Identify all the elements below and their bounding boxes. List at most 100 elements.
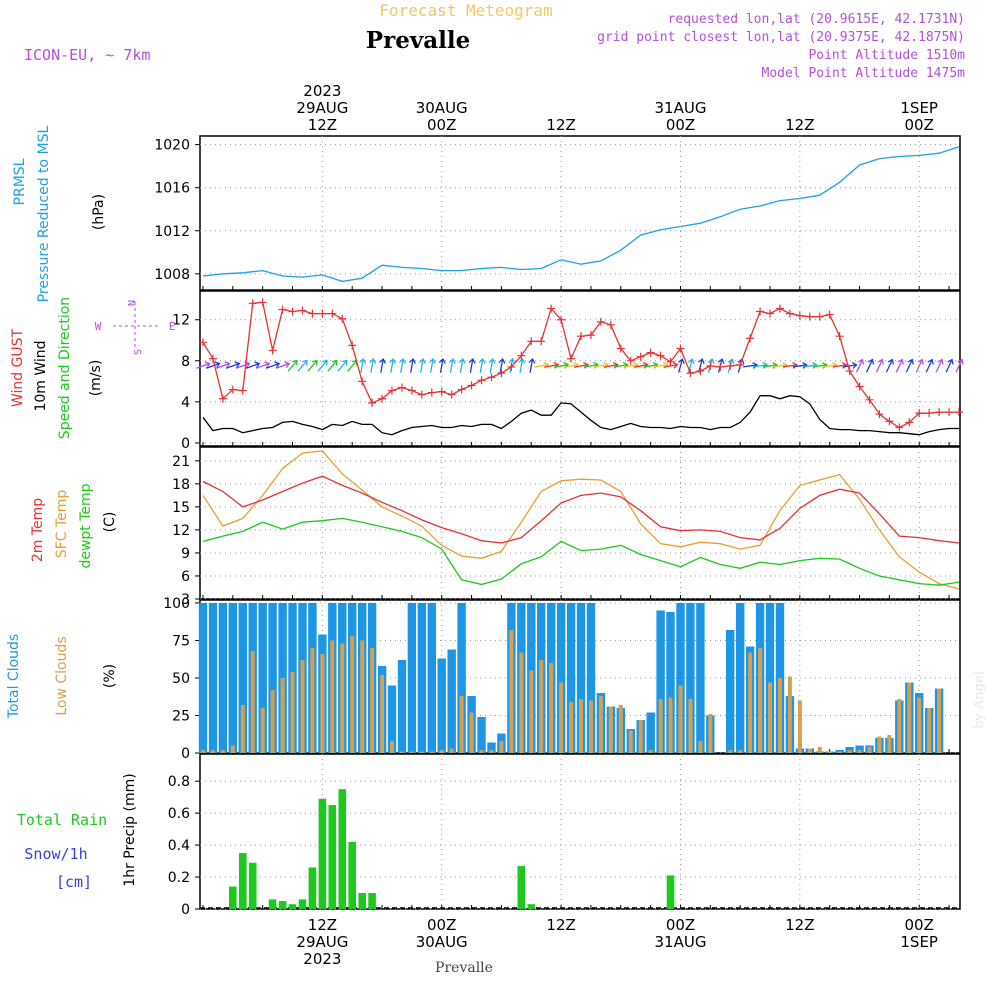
y-tick-label: 75	[172, 634, 190, 650]
sfc-temp-line	[202, 450, 960, 590]
wind-arrow-shaft	[459, 358, 464, 373]
low-cloud-bar	[409, 751, 414, 753]
wind-arrow-head	[867, 358, 875, 365]
wind-arrow-shaft	[469, 358, 474, 373]
time-label-top: 2023	[303, 82, 341, 100]
wind-arrow-shaft	[225, 362, 240, 369]
pressure-label-prmsl: PRMSL	[12, 158, 28, 205]
wind-direction-arrow	[265, 361, 281, 369]
low-cloud-bar	[867, 747, 872, 753]
wind-arrow-shaft	[697, 358, 703, 373]
wind-direction-arrow	[468, 357, 476, 373]
low-cloud-bar	[449, 748, 454, 753]
panel-pressure: 1008 1012 1016 1020	[154, 135, 961, 291]
total-cloud-bar	[686, 603, 695, 753]
model-altitude: Model Point Altitude 1475m	[762, 66, 966, 81]
wind-gust-marker	[527, 337, 536, 346]
total-cloud-bar	[437, 658, 446, 753]
wind-arrow-shaft	[875, 359, 883, 373]
wind-arrow-head	[917, 358, 924, 365]
wind-arrow-head	[321, 359, 328, 366]
wind-gust-marker	[616, 344, 625, 353]
y-tick-label: 18	[172, 477, 190, 493]
wind-direction-arrow	[935, 358, 944, 373]
low-cloud-bar	[399, 751, 404, 753]
wind-arrow-head	[687, 358, 695, 365]
time-label-top: 29AUG	[296, 99, 348, 117]
dewpt-line	[202, 517, 960, 586]
wind-direction-arrow	[327, 359, 338, 372]
y-tick-label: 15	[172, 500, 190, 516]
y-tick-label: 0	[181, 436, 190, 452]
wind-label-unit: (m/s)	[88, 360, 104, 397]
low-cloud-bar	[300, 660, 305, 753]
wind-gust-marker	[487, 373, 496, 382]
rain-bar	[358, 893, 366, 909]
wind-arrow-head	[428, 357, 436, 364]
wind-arrow-shaft	[955, 359, 963, 373]
total-cloud-bar	[736, 603, 745, 753]
wind-arrow-shaft	[390, 358, 394, 373]
wind-speed-line	[202, 395, 959, 436]
wind-arrow-shaft	[753, 364, 768, 368]
wind-gust-marker	[586, 331, 595, 340]
wind-gust-marker	[338, 314, 347, 323]
wind-arrow-shaft	[410, 358, 414, 373]
y-tick-label: 1016	[154, 181, 190, 197]
wind-gust-marker	[606, 320, 615, 329]
wind-arrow-shaft	[842, 364, 857, 368]
y-tick-label: 12	[172, 313, 190, 329]
low-cloud-bar	[768, 682, 772, 753]
wind-gust-marker	[238, 386, 247, 395]
wind-arrow-shaft	[307, 360, 318, 372]
low-cloud-bar	[847, 750, 852, 753]
y-tick-label: 0	[181, 746, 190, 762]
wind-direction-arrow	[478, 357, 486, 373]
rain-bar	[666, 875, 675, 909]
low-cloud-bar	[857, 750, 862, 753]
wind-direction-arrow	[428, 357, 436, 373]
wind-arrow-shaft	[895, 359, 903, 373]
wind-arrow-head	[301, 359, 308, 366]
temp-label-unit: (C)	[102, 512, 118, 533]
location-title: Prevalle	[366, 27, 470, 54]
total-cloud-bar	[646, 712, 655, 753]
wind-gust-marker	[328, 309, 337, 318]
low-cloud-bar	[360, 640, 365, 753]
wind-arrow-head	[369, 357, 377, 364]
y-tick-label: 9	[181, 546, 190, 562]
low-cloud-bar	[340, 643, 345, 753]
wind-gust-marker	[626, 356, 635, 365]
wind-arrow-head	[254, 361, 261, 369]
wind-arrow-head	[224, 361, 231, 369]
wind-arrow-shaft	[429, 358, 434, 373]
wind-arrow-shaft	[255, 362, 270, 369]
wind-arrow-shaft	[802, 364, 817, 368]
time-label-bottom: 2023	[303, 950, 341, 968]
pressure-line	[202, 146, 960, 283]
low-cloud-bar	[628, 730, 633, 753]
wind-gust-marker	[676, 344, 685, 353]
wind-gust-marker	[258, 298, 267, 307]
low-cloud-bar	[499, 741, 504, 753]
wind-arrow-shaft	[593, 364, 608, 368]
low-cloud-bar	[787, 676, 792, 753]
total-cloud-bar	[855, 745, 864, 753]
wind-gust-marker	[397, 383, 406, 392]
low-cloud-bar	[738, 750, 743, 753]
time-label-bottom: 00Z	[905, 916, 934, 934]
wind-gust-marker	[795, 311, 804, 320]
wind-arrow-shaft	[832, 364, 847, 368]
low-cloud-bar	[469, 712, 474, 753]
time-label-top: 12Z	[546, 116, 575, 134]
wind-arrow-head	[897, 358, 904, 365]
wind-arrow-head	[438, 357, 446, 364]
low-cloud-bar	[758, 648, 763, 753]
wind-arrow-head	[399, 357, 406, 364]
wind-arrow-shaft	[633, 364, 648, 368]
wind-gust-marker	[815, 312, 824, 321]
point-altitude: Point Altitude 1510m	[808, 48, 965, 63]
wind-gust-marker	[756, 307, 765, 316]
wind-arrow-shaft	[925, 359, 933, 373]
wind-gust-marker	[955, 408, 964, 417]
